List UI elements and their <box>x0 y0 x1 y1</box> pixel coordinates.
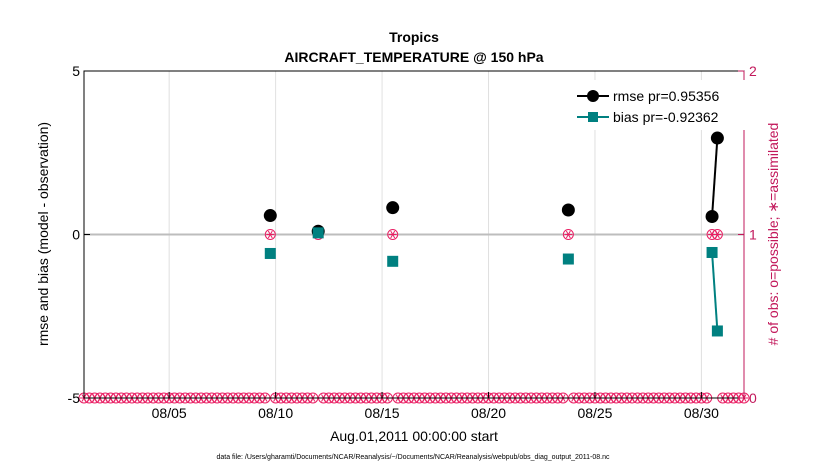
obs-possible-circle <box>264 229 276 240</box>
chart-subtitle: AIRCRAFT_TEMPERATURE @ 150 hPa <box>284 49 543 65</box>
obs-count-marker <box>562 229 574 240</box>
y-tick-label: 0 <box>72 227 80 243</box>
data-point <box>386 201 400 215</box>
legend-box <box>570 80 748 130</box>
legend-bias-label: bias pr=-0.92362 <box>613 109 719 125</box>
data-point <box>263 209 277 223</box>
obs-possible-circle <box>387 229 399 240</box>
data-point <box>312 227 324 239</box>
x-tick-label: 08/30 <box>684 405 719 421</box>
x-axis-ticks: 08/05 08/10 08/15 08/20 08/25 08/30 <box>152 392 719 421</box>
series-line <box>711 137 719 217</box>
data-point <box>264 247 276 259</box>
y-axis-label: rmse and bias (model - observation) <box>35 122 51 346</box>
y-axis-ticks: -5 0 5 <box>68 63 90 406</box>
obs-possible-circle <box>711 229 723 240</box>
data-point <box>562 253 574 265</box>
obs-assimilated-star <box>267 230 273 239</box>
y2-tick-label: 1 <box>749 227 757 243</box>
y-tick-label: -5 <box>68 390 81 406</box>
data-point <box>561 203 575 217</box>
series-1 <box>264 227 723 337</box>
x-tick-label: 08/20 <box>471 405 506 421</box>
data-point <box>705 210 719 224</box>
data-point <box>387 255 399 267</box>
obs-assimilated-star <box>714 230 720 239</box>
obs-count-markers <box>78 229 750 404</box>
series-0 <box>263 131 724 238</box>
data-point <box>711 325 723 337</box>
x-axis-label: Aug.01,2011 00:00:00 start <box>330 428 498 444</box>
obs-count-marker <box>711 229 723 240</box>
y-tick-label: 5 <box>72 63 80 79</box>
series-layer <box>263 131 724 337</box>
data-point <box>706 246 718 258</box>
legend-rmse-label: rmse pr=0.95356 <box>613 88 719 104</box>
legend: rmse pr=0.95356 bias pr=-0.92362 <box>570 80 748 130</box>
y2-tick-label: 2 <box>749 63 757 79</box>
obs-count-marker <box>387 229 399 240</box>
data-file-footnote: data file: /Users/gharamti/Documents/NCA… <box>216 454 610 461</box>
obs-possible-circle <box>562 229 574 240</box>
y2-axis-ticks: 0 1 2 <box>738 63 757 406</box>
legend-bias-marker <box>588 112 598 122</box>
x-tick-label: 08/05 <box>152 405 187 421</box>
x-tick-label: 08/25 <box>577 405 612 421</box>
x-tick-label: 08/15 <box>365 405 400 421</box>
data-point <box>710 131 724 145</box>
obs-assimilated-star <box>390 230 396 239</box>
y2-axis-label: # of obs: o=possible; ∗=assimilated <box>765 123 781 346</box>
y2-tick-label: 0 <box>749 390 757 406</box>
series-line <box>711 252 719 332</box>
obs-assimilated-star <box>565 230 571 239</box>
obs-count-marker <box>264 229 276 240</box>
legend-rmse-marker <box>587 90 599 102</box>
x-tick-label: 08/10 <box>258 405 293 421</box>
chart-title: Tropics <box>389 29 439 45</box>
